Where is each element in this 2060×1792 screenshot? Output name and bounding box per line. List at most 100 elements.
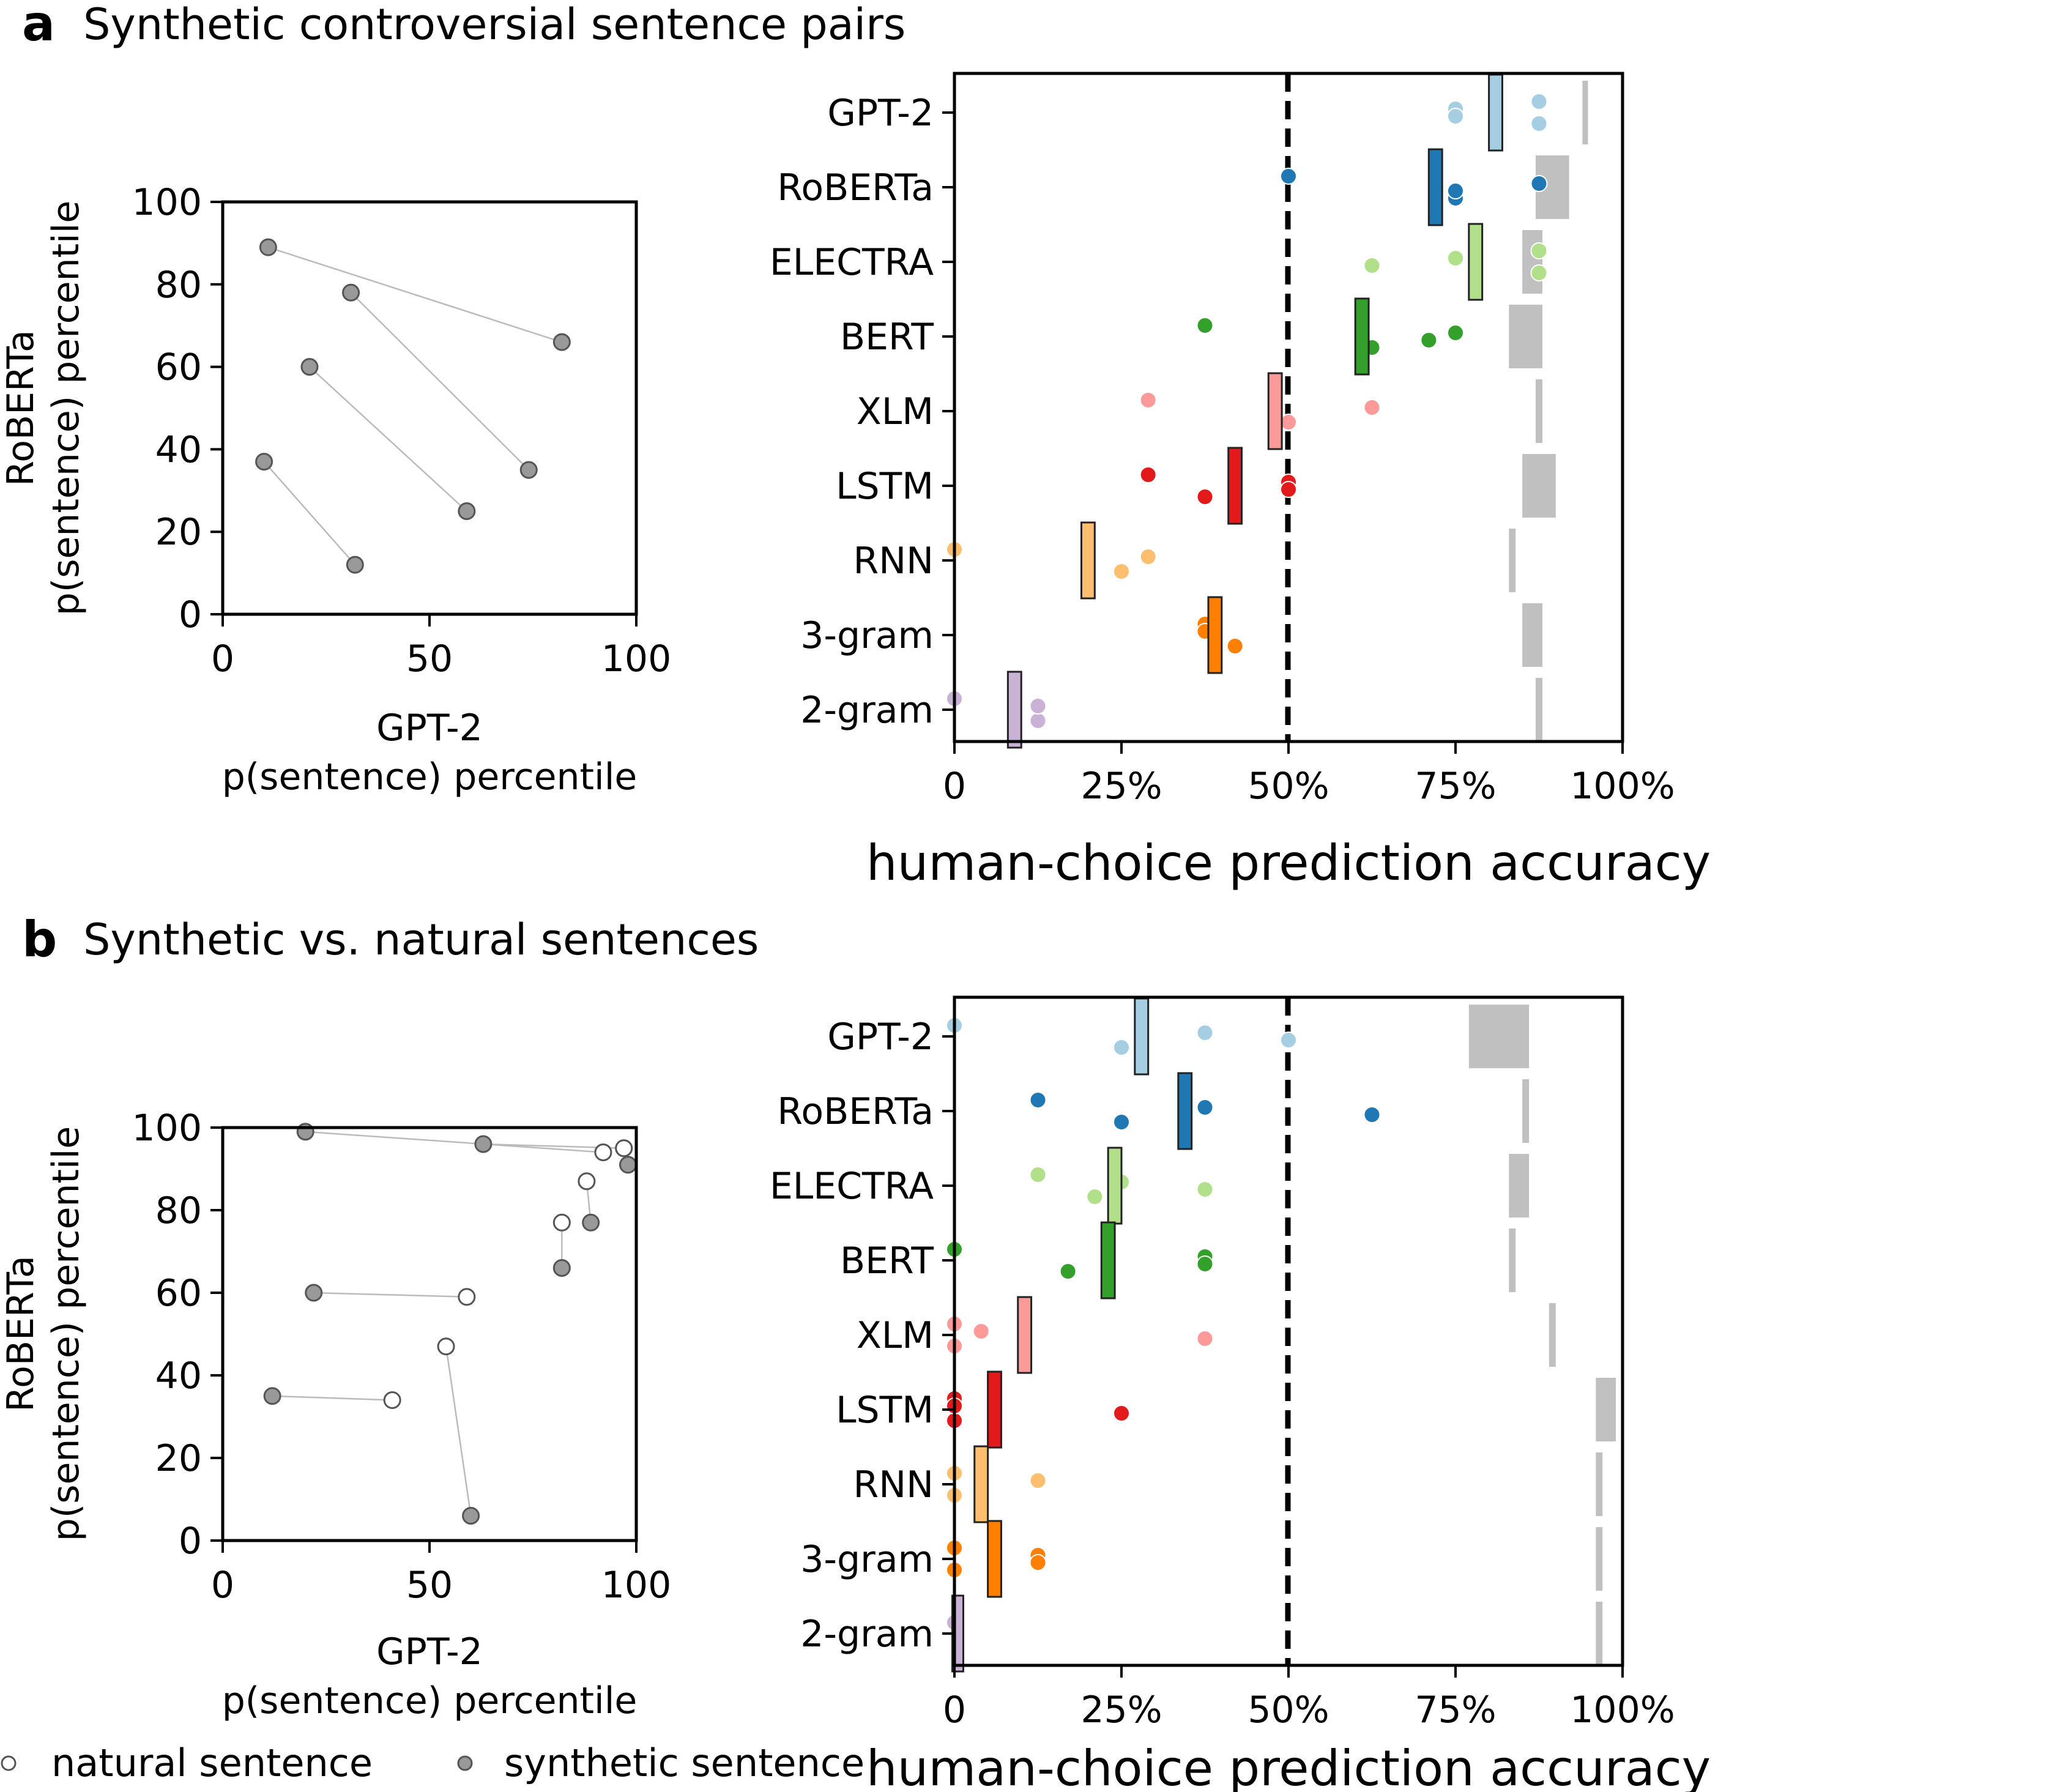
x-tick-label-50: 50: [406, 1564, 453, 1607]
x-tick-label-100-: 100%: [1570, 765, 1675, 808]
scatter-b-ticks: 0 50 100 0 20 40 60 80 100: [132, 1107, 671, 1607]
noise-ceiling-roberta: [1522, 1079, 1530, 1143]
noise-ceiling-2-gram: [1596, 1602, 1603, 1665]
model-label-bert: BERT: [840, 1240, 934, 1282]
subject-point-xlm-2: [972, 1323, 990, 1340]
subject-point-lstm-3: [1280, 481, 1297, 498]
noise-ceiling-xlm: [1536, 379, 1542, 443]
x-tick-label-100: 100: [601, 1564, 672, 1607]
natural-point-6-0: [437, 1337, 455, 1356]
model-label-2-gram: 2-gram: [800, 1613, 934, 1656]
panel-b-letter: b: [22, 911, 57, 968]
model-label-rnn: RNN: [853, 1463, 934, 1506]
accuracy-a-ticks: GPT-2 RoBERTa ELECTRA BERT XLM LSTM RNN 3-gram 2…: [770, 92, 1675, 808]
subject-point-rnn-2: [1139, 548, 1157, 565]
noise-ceiling-bert: [1509, 305, 1542, 368]
synthetic-point-3-0: [255, 453, 273, 471]
synthetic-point-4-1: [552, 1259, 571, 1277]
subject-point-lstm-0: [1139, 466, 1157, 483]
pair-line-6: [445, 1346, 472, 1516]
subject-point-roberta-2: [1196, 1099, 1214, 1116]
accuracy-a-mean-bars: [1006, 73, 1503, 749]
mean-bar-xlm: [1017, 1296, 1033, 1374]
legend-natural-marker: [1, 1755, 17, 1771]
scatter-a-xlabel-2: p(sentence) percentile: [222, 756, 638, 798]
natural-point-2-0: [615, 1139, 633, 1158]
legend-natural-label: natural sentence: [51, 1741, 373, 1785]
model-label-xlm: XLM: [857, 390, 934, 433]
mean-bar-rnn: [973, 1445, 989, 1523]
subject-point-roberta-3: [1447, 182, 1464, 199]
pair-line-0: [267, 246, 562, 343]
scatter-b-pair-lines: [272, 1131, 629, 1516]
mean-bar-3-gram: [1207, 596, 1223, 674]
synthetic-point-2-1: [619, 1156, 637, 1174]
x-tick-label-0: 0: [943, 765, 966, 808]
model-label-electra: ELECTRA: [770, 1165, 934, 1208]
subject-point-lstm-1: [1196, 488, 1214, 505]
subject-point-bert-2: [1447, 324, 1464, 341]
synthetic-point-2-1: [458, 502, 476, 520]
model-label-xlm: XLM: [857, 1314, 934, 1357]
noise-ceiling-electra: [1509, 1154, 1530, 1218]
mean-bar-bert: [1100, 1221, 1116, 1299]
y-tick-label-100: 100: [132, 1107, 202, 1150]
scatter-b-xlabel-1: GPT-2: [376, 1630, 483, 1673]
synthetic-point-1-1: [519, 461, 538, 479]
y-tick-label-40: 40: [155, 1355, 202, 1397]
mean-bar-lstm: [987, 1370, 1002, 1449]
synthetic-point-6-1: [462, 1507, 480, 1525]
mean-bar-bert: [1354, 297, 1370, 376]
scatter-a-xlabel-1: GPT-2: [376, 707, 483, 749]
pair-line-7: [272, 1395, 393, 1401]
subject-point-electra-1: [1086, 1188, 1104, 1205]
subject-point-electra-0: [1029, 1166, 1047, 1183]
subject-point-electra-3: [1196, 1181, 1214, 1198]
subject-point-xlm-2: [1363, 399, 1381, 416]
noise-ceiling-lstm: [1522, 454, 1556, 518]
model-label-3-gram: 3-gram: [800, 614, 934, 657]
x-tick-label-0: 0: [211, 1564, 234, 1607]
accuracy-b-xlabel: human-choice prediction accuracy: [866, 1740, 1711, 1792]
pair-line-5: [313, 1292, 467, 1298]
legend-synthetic-label: synthetic sentence: [504, 1741, 865, 1785]
subject-point-gpt-2-1: [1530, 115, 1548, 132]
subject-point-gpt-2-3: [1447, 108, 1464, 125]
scatter-b-points: [263, 1123, 637, 1525]
noise-ceiling-3-gram: [1522, 603, 1542, 667]
subject-point-gpt-2-2: [1196, 1024, 1214, 1041]
y-tick-label-20: 20: [155, 511, 202, 554]
scatter-b-frame: [221, 1126, 638, 1542]
accuracy-a: GPT-2 RoBERTa ELECTRA BERT XLM LSTM RNN 3-gram 2…: [770, 72, 1711, 891]
noise-ceiling-lstm: [1596, 1378, 1616, 1441]
natural-point-5-1: [458, 1288, 476, 1306]
subject-point-rnn-2: [1029, 1472, 1047, 1489]
subject-point-rnn-1: [1113, 563, 1130, 580]
synthetic-point-3-1: [346, 556, 364, 574]
x-tick-label-0: 0: [943, 1689, 966, 1731]
x-tick-label-25-: 25%: [1080, 765, 1162, 808]
mean-bar-gpt-2: [1488, 73, 1503, 152]
model-label-gpt-2: GPT-2: [827, 92, 934, 135]
mean-bar-2-gram: [1006, 671, 1022, 749]
model-label-electra: ELECTRA: [770, 241, 934, 284]
subject-point-roberta-1: [1113, 1113, 1130, 1131]
subject-point-gpt-2-3: [1280, 1032, 1297, 1049]
synthetic-point-7-0: [263, 1387, 281, 1405]
synthetic-point-0-1: [552, 333, 571, 351]
synthetic-point-3-1: [582, 1213, 600, 1232]
noise-ceiling-3-gram: [1596, 1527, 1603, 1591]
noise-ceiling-electra: [1522, 230, 1542, 294]
scatter-a-pair-lines: [263, 246, 562, 565]
scatter-b-xlabel-2: p(sentence) percentile: [222, 1679, 638, 1722]
pair-line-3: [263, 461, 356, 565]
synthetic-point-1-0: [342, 283, 360, 302]
accuracy-b-mean-bars: [951, 997, 1193, 1673]
subject-point-electra-1: [1530, 264, 1548, 281]
x-tick-label-75-: 75%: [1415, 1689, 1496, 1731]
scatter-b-ylabel-1: RoBERTa: [0, 1255, 42, 1412]
y-tick-label-0: 0: [179, 593, 202, 636]
model-label-lstm: LSTM: [836, 465, 934, 508]
model-label-2-gram: 2-gram: [800, 689, 934, 732]
model-label-3-gram: 3-gram: [800, 1538, 934, 1581]
